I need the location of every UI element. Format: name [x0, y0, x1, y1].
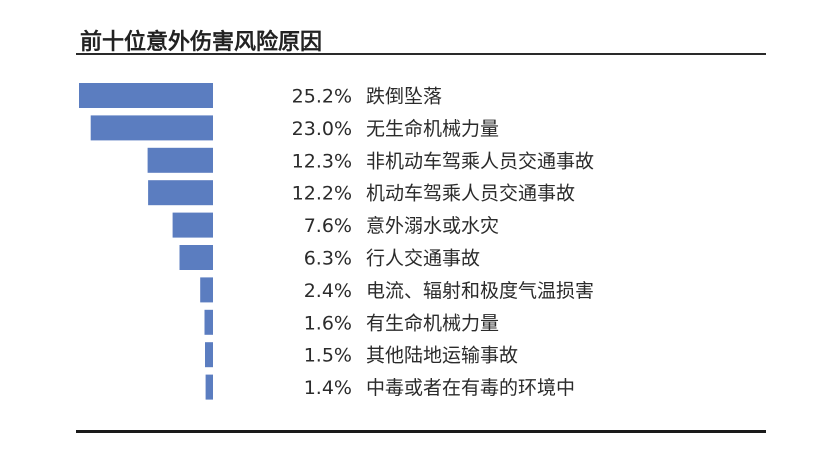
bar: [200, 277, 213, 303]
bar: [90, 115, 213, 141]
category-label: 中毒或者在有毒的环境中: [366, 377, 575, 399]
bar: [205, 374, 213, 400]
bar: [204, 309, 213, 335]
value-label: 25.2%: [292, 86, 352, 108]
category-label: 意外溺水或水灾: [366, 215, 499, 237]
value-label: 1.5%: [304, 345, 352, 367]
category-label: 机动车驾乘人员交通事故: [366, 183, 575, 205]
value-label: 1.6%: [304, 312, 352, 334]
bar: [179, 245, 213, 270]
bar: [148, 180, 213, 206]
chart-title: 前十位意外伤害风险原因: [80, 30, 323, 55]
bar: [79, 83, 213, 108]
category-label: 跌倒坠落: [366, 86, 442, 108]
bar: [172, 212, 213, 238]
value-label: 12.2%: [292, 183, 352, 205]
value-label: 2.4%: [304, 280, 352, 302]
category-label: 其他陆地运输事故: [366, 345, 518, 367]
value-label: 1.4%: [304, 377, 352, 399]
value-label: 7.6%: [304, 215, 352, 237]
title-rule: [76, 53, 766, 55]
value-label: 12.3%: [292, 150, 352, 172]
category-label: 电流、辐射和极度气温损害: [366, 280, 594, 302]
value-label: 6.3%: [304, 248, 352, 270]
bar: [147, 147, 213, 173]
category-label: 无生命机械力量: [366, 118, 499, 140]
category-label: 有生命机械力量: [366, 312, 499, 334]
bottom-rule: [76, 430, 766, 433]
bar: [205, 342, 213, 368]
category-label: 非机动车驾乘人员交通事故: [366, 150, 594, 172]
category-label: 行人交通事故: [366, 248, 480, 270]
value-label: 23.0%: [292, 118, 352, 140]
